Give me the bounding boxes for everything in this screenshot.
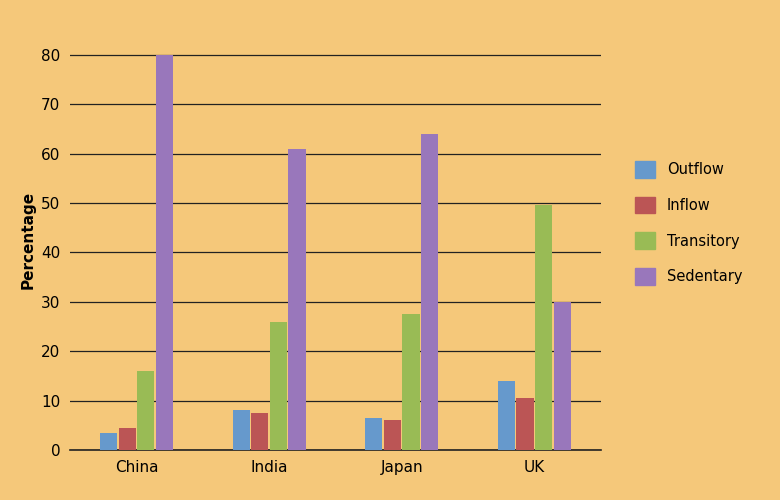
Bar [156, 54, 173, 450]
Y-axis label: Percentage: Percentage [20, 191, 36, 289]
Bar [251, 413, 268, 450]
Bar [516, 398, 534, 450]
Bar [289, 148, 306, 450]
Bar [498, 381, 515, 450]
Bar [365, 418, 382, 450]
Bar [137, 371, 154, 450]
Bar [554, 302, 571, 450]
Bar [232, 410, 250, 450]
Bar [421, 134, 438, 450]
Bar [119, 428, 136, 450]
Bar [384, 420, 401, 450]
Bar [100, 432, 117, 450]
Bar [402, 314, 420, 450]
Bar [270, 322, 287, 450]
Legend: Outflow, Inflow, Transitory, Sedentary: Outflow, Inflow, Transitory, Sedentary [629, 155, 748, 291]
Bar [535, 206, 552, 450]
